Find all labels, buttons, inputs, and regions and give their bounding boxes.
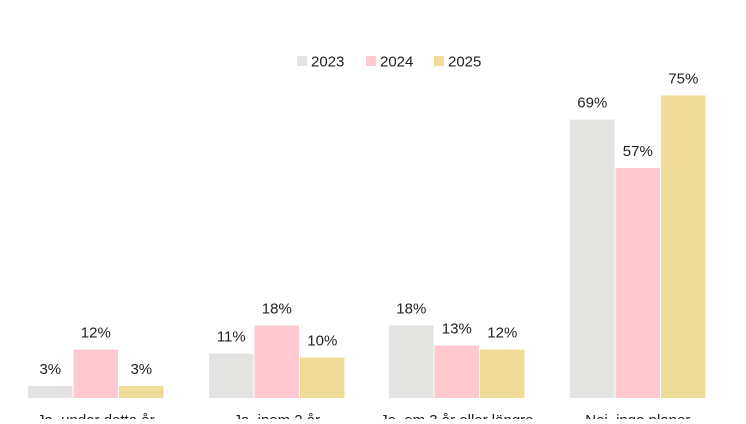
bar-2023-cat-3 — [389, 325, 434, 398]
legend: 2023 2024 2025 — [297, 54, 481, 71]
bar-2025-cat-3 — [480, 349, 525, 398]
bar-2024-cat-3 — [434, 345, 479, 398]
bar-2025-cat-4 — [661, 95, 706, 399]
data-label-2024-cat-3: 13% — [442, 321, 472, 338]
bar-2024-cat-2 — [254, 325, 299, 398]
bar-2024-cat-1 — [73, 349, 118, 398]
bar-2025-cat-2 — [300, 357, 345, 398]
data-label-2025-cat-1: 3% — [130, 361, 152, 378]
category-label-1: Ja, under detta år — [37, 412, 155, 419]
data-labels-layer: 3% 12% 3% 11% 18% 10% 18% 13% 12% 69% 57% 75% — [39, 70, 698, 378]
legend-label-2023: 2023 — [311, 54, 344, 71]
legend-swatch-2023 — [297, 56, 307, 66]
bar-2025-cat-1 — [119, 385, 164, 398]
category-axis: Ja, under detta år Ja, inom 2 år Ja, om 3 … — [37, 412, 690, 424]
category-label-4: Nej, inga planer — [585, 412, 690, 419]
bar-2023-cat-2 — [209, 353, 254, 398]
category-label-2: Ja, inom 2 år — [233, 412, 320, 419]
legend-label-2024: 2024 — [380, 54, 413, 71]
data-label-2023-cat-4: 69% — [577, 95, 607, 112]
data-label-2023-cat-1: 3% — [39, 361, 61, 378]
category-label-3: Ja, om 3 år eller längre — [380, 412, 533, 419]
data-label-2025-cat-4: 75% — [668, 70, 698, 87]
data-label-2024-cat-1: 12% — [81, 325, 111, 342]
data-label-2024-cat-4: 57% — [623, 143, 653, 160]
bars-layer — [28, 95, 706, 399]
data-label-2025-cat-2: 10% — [307, 333, 337, 350]
data-label-2023-cat-2: 11% — [217, 329, 246, 346]
legend-swatch-2024 — [366, 56, 376, 66]
bar-2023-cat-4 — [570, 119, 615, 398]
legend-swatch-2025 — [434, 56, 444, 66]
data-label-2024-cat-2: 18% — [262, 300, 292, 317]
legend-label-2025: 2025 — [448, 54, 481, 71]
bar-2023-cat-1 — [28, 385, 73, 398]
data-label-2025-cat-3: 12% — [487, 325, 517, 342]
bar-2024-cat-4 — [615, 168, 660, 398]
data-label-2023-cat-3: 18% — [396, 300, 426, 317]
